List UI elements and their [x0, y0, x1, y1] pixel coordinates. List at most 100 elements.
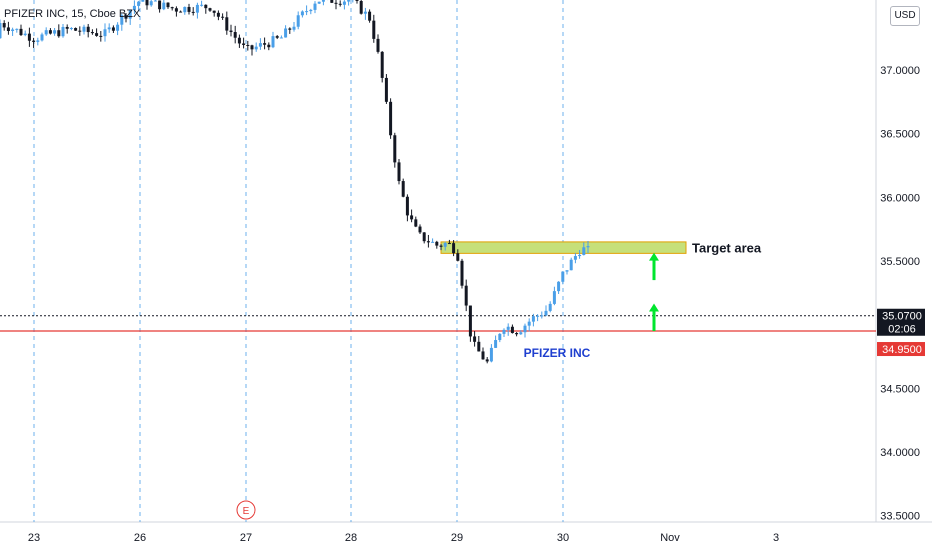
candle-body-49: [204, 5, 207, 8]
candle-body-26: [108, 27, 111, 29]
candle-body-3: [11, 29, 14, 30]
candle-body-114: [477, 342, 480, 352]
candle-body-34: [141, 0, 144, 2]
candle-body-1: [3, 23, 6, 27]
candle-body-62: [259, 43, 262, 47]
candle-body-120: [503, 330, 506, 334]
x-tick-label-5: 30: [557, 532, 569, 544]
candle-body-117: [490, 348, 493, 362]
candle-body-67: [280, 37, 283, 38]
candle-body-70: [293, 27, 296, 30]
candle-body-39: [162, 3, 165, 10]
candle-body-108: [452, 243, 455, 253]
candle-body-111: [465, 286, 468, 306]
candle-body-13: [53, 30, 56, 33]
candle-body-66: [276, 36, 279, 38]
candle-body-130: [545, 311, 548, 316]
candle-body-15: [62, 27, 65, 36]
candle-body-6: [24, 34, 27, 35]
y-tick-label-4: 34.5000: [880, 383, 920, 395]
candle-body-127: [532, 316, 535, 322]
candle-body-43: [179, 12, 182, 13]
candle-body-65: [272, 36, 275, 47]
candle-body-71: [297, 15, 300, 26]
candle-body-33: [137, 2, 140, 6]
candle-body-124: [519, 332, 522, 334]
candle-body-2: [7, 27, 10, 31]
candle-body-21: [87, 27, 90, 32]
candle-body-97: [406, 197, 409, 216]
x-tick-label-2: 27: [240, 532, 252, 544]
candle-body-57: [238, 38, 241, 44]
candle-body-14: [57, 30, 60, 36]
candle-body-47: [196, 5, 199, 13]
y-tick-label-6: 33.5000: [880, 511, 920, 523]
candle-body-50: [209, 8, 212, 11]
y-tick-label-3: 35.5000: [880, 256, 920, 268]
candle-body-121: [507, 327, 510, 330]
candle-body-80: [335, 3, 338, 4]
candle-body-46: [192, 12, 195, 13]
candle-body-68: [284, 28, 287, 37]
x-tick-label-1: 26: [134, 532, 146, 544]
x-tick-label-4: 29: [451, 532, 463, 544]
candle-body-105: [440, 246, 443, 247]
candle-body-95: [398, 162, 401, 181]
candle-body-40: [167, 3, 170, 7]
candle-body-55: [230, 31, 233, 32]
candle-body-52: [217, 13, 220, 17]
chart-annotation: PFIZER INC: [524, 346, 591, 360]
target-zone[interactable]: [441, 242, 686, 253]
candle-body-110: [461, 261, 464, 286]
candle-body-59: [246, 45, 249, 46]
y-tick-label-5: 34.0000: [880, 447, 920, 459]
candle-body-27: [112, 27, 115, 30]
candle-body-72: [301, 11, 304, 15]
candle-body-10: [41, 34, 44, 40]
support-price-label: 34.9500: [882, 344, 922, 356]
x-tick-label-3: 28: [345, 532, 357, 544]
x-tick-label-6: Nov: [660, 532, 680, 544]
candle-body-54: [225, 17, 228, 30]
candle-body-19: [78, 31, 81, 32]
candle-body-28: [116, 25, 119, 31]
candle-body-93: [389, 102, 392, 135]
candle-body-0: [0, 23, 2, 38]
candle-body-7: [28, 34, 31, 41]
candle-body-41: [171, 7, 174, 8]
candle-body-135: [566, 270, 569, 271]
candle-body-60: [251, 45, 254, 49]
candle-body-92: [385, 78, 388, 102]
candle-body-64: [267, 45, 270, 47]
candle-body-89: [372, 21, 375, 39]
candle-body-90: [377, 39, 380, 52]
candle-body-83: [347, 0, 350, 1]
candle-body-123: [515, 333, 518, 334]
candle-body-119: [498, 334, 501, 340]
candle-body-87: [364, 12, 367, 14]
candle-body-126: [528, 322, 531, 326]
candle-body-104: [435, 242, 438, 246]
candle-body-139: [582, 247, 585, 255]
candle-body-138: [578, 255, 581, 256]
candle-body-36: [150, 1, 153, 5]
candle-body-20: [83, 27, 86, 32]
candle-body-109: [456, 253, 459, 261]
candle-body-37: [154, 1, 157, 2]
candle-body-18: [74, 28, 77, 31]
last-price-label: 35.0700: [882, 311, 922, 323]
candle-body-133: [557, 282, 560, 291]
candle-body-42: [175, 8, 178, 11]
candle-body-100: [419, 227, 422, 233]
candle-body-51: [213, 11, 216, 13]
candle-body-16: [66, 27, 69, 29]
y-tick-label-2: 36.0000: [880, 192, 920, 204]
y-tick-label-1: 36.5000: [880, 129, 920, 141]
candle-body-82: [343, 2, 346, 5]
currency-button[interactable]: USD: [890, 6, 920, 26]
candle-body-22: [91, 32, 94, 33]
candle-body-98: [410, 215, 413, 219]
candle-body-94: [393, 135, 396, 162]
